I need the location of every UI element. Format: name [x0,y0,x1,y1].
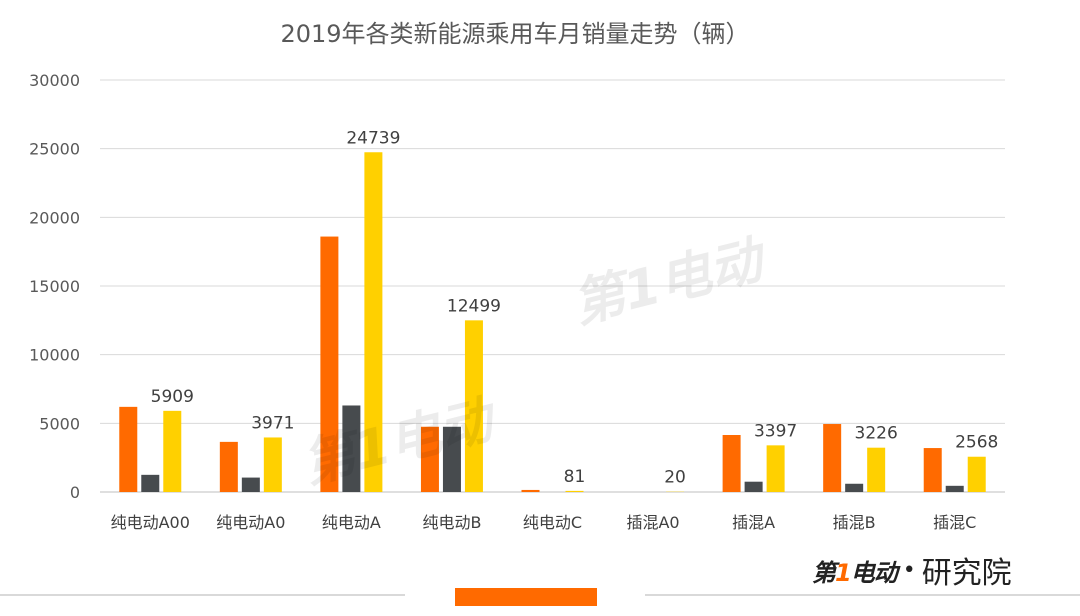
brand-logo-one: 1 [835,558,852,587]
bar [521,489,540,492]
bar [867,447,886,492]
data-label: 2568 [955,433,998,453]
data-label: 3971 [251,413,294,433]
brand-suffix: 研究院 [921,556,1012,591]
x-tick-label: 纯电动A [322,513,381,532]
bar [464,320,483,492]
bar [823,424,842,492]
bar [263,437,282,492]
bar [320,236,339,492]
bar [342,405,361,492]
footer-line-right [645,594,1080,596]
bar [241,477,260,492]
x-tick-label: 插混A0 [626,513,679,532]
data-label: 3226 [855,424,898,444]
y-tick-label: 20000 [29,208,80,227]
bar [744,481,763,492]
brand-logo: 第1电动 [812,553,898,588]
x-tick-label: 纯电动C [523,513,582,532]
footer-line-left [0,594,405,596]
x-tick-label: 插混A [732,513,775,532]
bar [119,406,138,492]
brand-separator: • [902,557,916,583]
data-label: 20 [664,468,686,488]
bar [442,426,461,492]
data-label: 24739 [346,128,400,148]
data-label: 5909 [151,387,194,407]
x-tick-label: 纯电动A0 [216,513,285,532]
bar [141,474,160,492]
y-tick-label: 5000 [39,414,80,433]
bar [163,410,182,492]
bar [766,445,785,492]
y-tick-label: 10000 [29,346,80,365]
bar [219,441,238,492]
bar [967,456,986,492]
x-tick-label: 插混B [833,513,876,532]
bar [845,483,864,492]
data-label: 12499 [447,296,501,316]
data-label: 81 [564,467,586,487]
x-tick-label: 插混C [933,513,976,532]
y-tick-label: 25000 [29,140,80,159]
bar [364,152,383,492]
brand-logo-group: 第1电动 • 研究院 [812,550,1012,591]
bar [420,426,439,492]
bar [923,448,942,492]
footer-accent-block [455,588,597,606]
y-tick-label: 15000 [29,277,80,296]
y-tick-label: 30000 [29,71,80,90]
x-tick-label: 纯电动B [422,513,481,532]
bar [565,490,584,492]
brand-logo-pre: 第 [812,558,836,587]
bar [945,485,964,492]
data-label: 3397 [754,421,797,441]
chart-title: 2019年各类新能源乘用车月销量走势（辆） [280,20,750,48]
brand-logo-post: 电动 [850,558,898,587]
y-tick-label: 0 [70,483,80,502]
bar [722,435,741,492]
x-tick-label: 纯电动A00 [111,513,190,532]
